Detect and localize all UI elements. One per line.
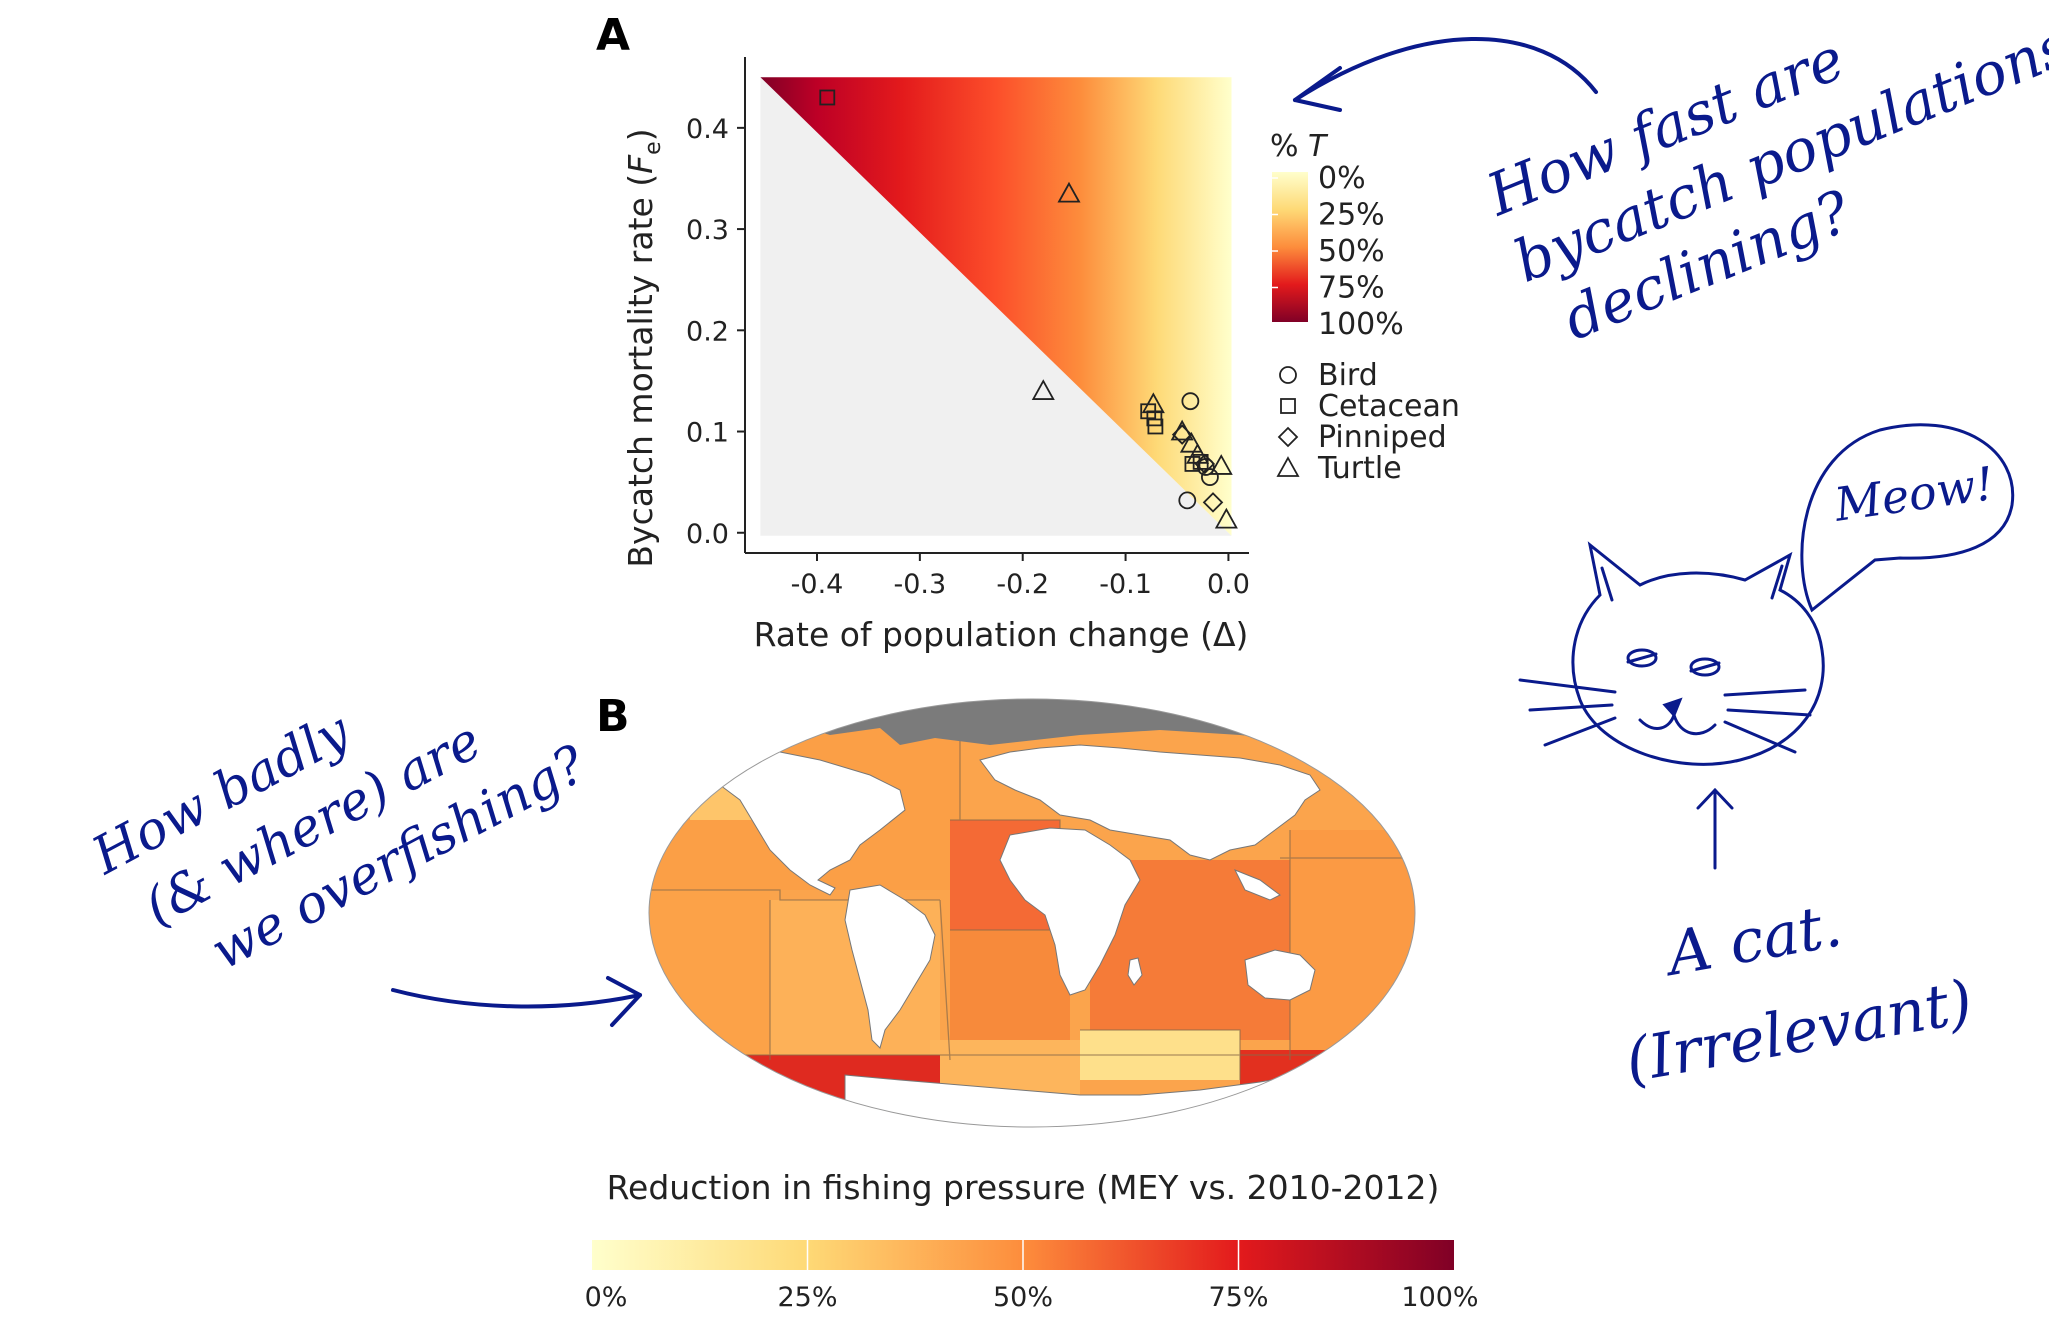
x-tick-label: -0.1 [1099, 569, 1152, 600]
fill-legend-title: % T [1270, 129, 1329, 164]
arrow-to-panel-a [1293, 37, 1598, 102]
cat-head [1571, 541, 1825, 766]
turtle-point [1057, 181, 1081, 203]
australia [1244, 949, 1316, 1001]
legend-diamond-icon [1277, 426, 1299, 448]
panel-a-label: A [596, 10, 630, 61]
y-tick-label: 0.1 [686, 418, 729, 449]
turtle-point [1214, 507, 1238, 529]
shape-legend-label: Turtle [1317, 451, 1402, 486]
map-outline [648, 698, 1416, 1128]
region-sw-pacific [649, 890, 770, 1060]
x-tick-label: 0.0 [1207, 569, 1250, 600]
annotation-left: How badly (& where) are we overfishing? [82, 701, 642, 1027]
panel-a-plot: -0.4 -0.3 -0.2 -0.1 0.0 0.0 0.1 0.2 0.3 0.4 [686, 57, 1250, 600]
cetacean-point [1184, 456, 1201, 472]
fill-legend-label: 0% [1318, 161, 1366, 196]
shape-legend-label: Bird [1318, 358, 1378, 393]
map-legend-label: 100% [1401, 1282, 1478, 1313]
region-southern-east-red [1240, 1050, 1415, 1127]
data-points [819, 89, 1238, 529]
speech-bubble [1800, 423, 2015, 613]
arrow-to-panel-b [391, 988, 642, 1009]
y-ticks: 0.0 0.1 0.2 0.3 0.4 [686, 114, 745, 550]
bird-point [1201, 468, 1219, 486]
legend-square-icon [1280, 398, 1296, 414]
arctic-region [649, 699, 1415, 745]
madagascar [1127, 957, 1143, 986]
south-america [844, 884, 936, 1049]
fill-legend-title-prefix: % [1270, 129, 1308, 164]
legend-triangle-icon [1276, 456, 1300, 477]
y-tick-label: 0.2 [686, 316, 729, 347]
cat-right-eye [1689, 657, 1721, 677]
bird-point [1178, 491, 1197, 510]
turtle-point [1186, 442, 1210, 464]
arrow-to-cat [1696, 787, 1734, 870]
region-e-indian-pacific [1290, 830, 1415, 1070]
eurasia [979, 744, 1321, 861]
cetacean-point [1147, 418, 1164, 435]
cat-left-whiskers [1518, 678, 1617, 747]
percent-t-gradient-region [760, 77, 1232, 536]
map-legend-label: 0% [585, 1282, 628, 1313]
y-axis-label-sub: e [641, 141, 666, 155]
y-tick-label: 0.4 [686, 114, 729, 145]
africa [999, 827, 1141, 996]
cat-nose [1662, 697, 1683, 718]
cat-mouth [1638, 709, 1717, 736]
fill-legend-label: 25% [1318, 198, 1385, 233]
turtle-point [1141, 392, 1165, 414]
fill-legend-colorbar [1272, 172, 1308, 322]
map-legend-label: 25% [777, 1282, 837, 1313]
pinniped-point [1202, 492, 1224, 513]
map-legend-ticks: 0% 25% 50% 75% 100% [585, 1240, 1479, 1313]
cat-doodle [1518, 423, 2015, 870]
fill-legend-labels: 0%25%50%75%100% [1272, 161, 1404, 342]
y-axis-label-end: ) [621, 128, 660, 141]
fill-legend-label: 50% [1318, 234, 1385, 269]
cat-right-whiskers [1723, 688, 1812, 754]
fill-legend-title-var: T [1308, 129, 1329, 164]
world-map [649, 699, 1415, 1127]
y-tick-label: 0.0 [686, 519, 729, 550]
x-axis-label: Rate of population change (Δ) [754, 615, 1249, 654]
cat-eye-slashes [1626, 652, 1721, 673]
cat-inner-ears [1600, 564, 1784, 602]
x-tick-label: -0.4 [791, 569, 844, 600]
turtle-point [1179, 431, 1203, 453]
cat-left-eye [1626, 648, 1658, 668]
turtle-point [1209, 454, 1233, 475]
y-axis-label-f: F [621, 154, 660, 174]
map-legend-label: 75% [1208, 1282, 1268, 1313]
map-legend-title: Reduction in fishing pressure (MEY vs. 2… [607, 1168, 1440, 1207]
legend-circle-icon [1279, 366, 1297, 384]
annotation-top-right: How fast are bycatch populations declini… [1293, 11, 2049, 354]
bird-point [1181, 392, 1200, 411]
shape-legend-label: Cetacean [1318, 389, 1460, 424]
x-tick-label: -0.2 [996, 569, 1049, 600]
shape-legend-label: Pinniped [1318, 420, 1447, 455]
panel-b-label: B [596, 691, 630, 742]
y-tick-label: 0.3 [686, 215, 729, 246]
x-tick-label: -0.3 [894, 569, 947, 600]
y-axis-label: Bycatch mortality rate (Fe) [621, 128, 666, 567]
arrow-to-panel-b-head [606, 976, 642, 1027]
arrow-to-panel-a-head [1293, 66, 1342, 112]
fill-legend-label: 75% [1318, 271, 1385, 306]
turtle-point [1031, 379, 1055, 400]
y-axis-label-main: Bycatch mortality rate ( [621, 174, 660, 568]
x-ticks: -0.4 -0.3 -0.2 -0.1 0.0 [791, 553, 1250, 600]
north-america [689, 747, 906, 896]
cetacean-point [819, 89, 836, 106]
turtle-point [1170, 419, 1194, 441]
southeast-asia-islands [1233, 869, 1281, 901]
cat-caption-line1: A cat. [1658, 890, 1847, 990]
pinniped-point [1194, 453, 1216, 475]
map-legend-label: 50% [993, 1282, 1053, 1313]
speech-text: Meow! [1830, 456, 1997, 532]
fill-legend-label: 100% [1318, 307, 1404, 342]
